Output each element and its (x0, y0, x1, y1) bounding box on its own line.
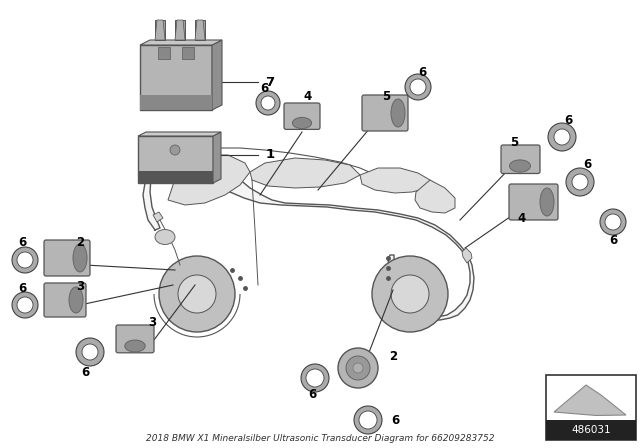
Circle shape (338, 348, 378, 388)
Circle shape (12, 292, 38, 318)
Bar (140, 95, 212, 110)
Bar (138, 171, 213, 183)
Polygon shape (168, 155, 250, 205)
Polygon shape (175, 20, 185, 40)
Circle shape (301, 364, 329, 392)
Text: 6: 6 (308, 388, 316, 401)
Circle shape (391, 275, 429, 313)
Text: 2: 2 (389, 350, 397, 363)
Text: 486031: 486031 (571, 425, 611, 435)
Text: 2018 BMW X1 Mineralsilber Ultrasonic Transducer Diagram for 66209283752: 2018 BMW X1 Mineralsilber Ultrasonic Tra… (146, 434, 494, 443)
Bar (195, 20, 205, 40)
Polygon shape (213, 132, 221, 183)
FancyBboxPatch shape (284, 103, 320, 129)
Ellipse shape (391, 99, 405, 127)
Polygon shape (140, 40, 222, 45)
Text: 6: 6 (18, 237, 26, 250)
Bar (182, 47, 194, 59)
Text: 3: 3 (76, 280, 84, 293)
Polygon shape (153, 212, 163, 222)
Text: 7: 7 (266, 76, 275, 89)
Circle shape (353, 363, 363, 373)
Bar (155, 20, 165, 40)
Circle shape (554, 129, 570, 145)
Circle shape (261, 96, 275, 110)
Polygon shape (462, 248, 472, 263)
Polygon shape (212, 40, 222, 110)
Text: 4: 4 (304, 90, 312, 103)
Circle shape (256, 91, 280, 115)
FancyBboxPatch shape (362, 95, 408, 131)
Circle shape (359, 411, 377, 429)
Ellipse shape (73, 244, 87, 272)
Circle shape (178, 275, 216, 313)
Circle shape (548, 123, 576, 151)
Circle shape (159, 256, 235, 332)
Polygon shape (143, 140, 474, 320)
FancyBboxPatch shape (44, 283, 86, 317)
Text: 2: 2 (76, 237, 84, 250)
Circle shape (354, 406, 382, 434)
Polygon shape (138, 132, 221, 136)
Polygon shape (250, 158, 360, 188)
Bar (175, 20, 185, 40)
Circle shape (82, 344, 98, 360)
Text: 1: 1 (266, 148, 275, 161)
Circle shape (410, 79, 426, 95)
Text: 3: 3 (148, 315, 156, 328)
Text: 6: 6 (18, 281, 26, 294)
Text: 6: 6 (583, 159, 591, 172)
Circle shape (12, 247, 38, 273)
Text: 6: 6 (391, 414, 399, 426)
Circle shape (372, 256, 448, 332)
FancyBboxPatch shape (501, 145, 540, 173)
Text: 6: 6 (564, 113, 572, 126)
Circle shape (600, 209, 626, 235)
Circle shape (405, 74, 431, 100)
Ellipse shape (155, 229, 175, 245)
Ellipse shape (292, 117, 312, 129)
FancyBboxPatch shape (509, 184, 558, 220)
Polygon shape (415, 180, 455, 213)
Circle shape (306, 369, 324, 387)
FancyBboxPatch shape (116, 325, 154, 353)
Text: 4: 4 (518, 211, 526, 224)
Circle shape (566, 168, 594, 196)
Text: 6: 6 (609, 233, 617, 246)
Bar (138, 136, 213, 183)
Polygon shape (155, 20, 165, 40)
Circle shape (17, 252, 33, 268)
Bar (546, 375, 636, 440)
Ellipse shape (540, 188, 554, 216)
Text: 6: 6 (418, 65, 426, 78)
Ellipse shape (509, 160, 531, 172)
Text: 6: 6 (260, 82, 268, 95)
Circle shape (605, 214, 621, 230)
Circle shape (346, 356, 370, 380)
Circle shape (170, 145, 180, 155)
Bar (140, 45, 212, 110)
Ellipse shape (125, 340, 145, 352)
Polygon shape (360, 168, 430, 193)
Text: 5: 5 (510, 135, 518, 148)
Text: 5: 5 (382, 90, 390, 103)
Polygon shape (195, 20, 205, 40)
Text: 6: 6 (81, 366, 89, 379)
Ellipse shape (69, 287, 83, 313)
FancyBboxPatch shape (44, 240, 90, 276)
Bar (158, 47, 170, 59)
Circle shape (17, 297, 33, 313)
Circle shape (572, 174, 588, 190)
Polygon shape (554, 385, 626, 415)
Bar (546, 421, 636, 440)
Circle shape (76, 338, 104, 366)
